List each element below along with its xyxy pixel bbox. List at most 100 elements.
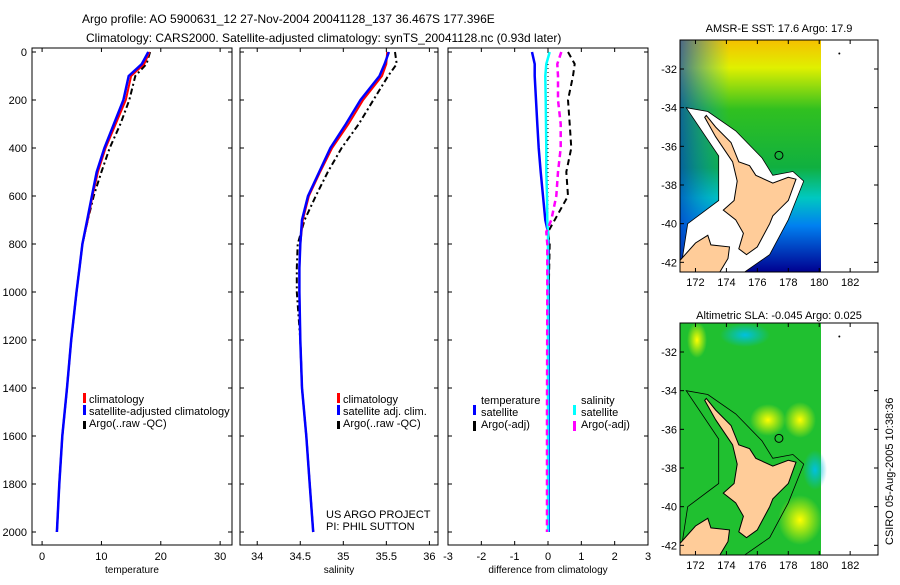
- lat-tick-label: -38: [661, 463, 677, 475]
- x-tick-label: 2: [612, 551, 618, 563]
- map-frame: [679, 322, 879, 556]
- lon-tick-label: 176: [748, 277, 766, 289]
- legend-label: satellite adj. clim.: [343, 406, 427, 418]
- x-tick-label: 30: [214, 551, 226, 563]
- sla-high-blob: [784, 402, 816, 438]
- sla-low-blob: [803, 450, 827, 490]
- lat-tick-label: -34: [661, 103, 677, 115]
- x-axis-label: temperature: [105, 565, 159, 576]
- lon-tick-label: 172: [686, 560, 704, 572]
- legend-label: satellite: [581, 407, 618, 419]
- island-marker: [838, 52, 841, 55]
- lon-tick-label: 174: [717, 277, 735, 289]
- north-island-land: [704, 114, 797, 256]
- temperature-panel: 0 10 20 30 0 200 400 600 800 1000 1200 1400 1600 1800…: [3, 47, 233, 576]
- legend-label: climatology: [89, 394, 145, 406]
- legend-swatch: [473, 421, 476, 431]
- x-tick-label: 20: [155, 551, 167, 563]
- x-axis-label: salinity: [324, 565, 355, 576]
- x-tick-label: 36: [423, 551, 435, 563]
- legend-swatch: [573, 421, 576, 431]
- sst-map-axes: 172 174 176 178 180 182 -32 -34 -36 -38 -40 -42: [661, 39, 879, 289]
- y-tick-label: 200: [9, 95, 27, 107]
- south-island-land: [680, 234, 731, 272]
- y-tick-label: 400: [9, 143, 27, 155]
- legend-swatch-argo: [83, 421, 86, 429]
- legend-label: Argo(-adj): [581, 419, 630, 431]
- lat-tick-label: -42: [661, 540, 677, 552]
- x-axis-label: difference from climatology: [488, 565, 607, 576]
- lon-tick-label: 176: [748, 560, 766, 572]
- x-tick-label: 35: [337, 551, 349, 563]
- difference-panel: -3 -2 -1 0 1 2 3 difference from climatology: [443, 47, 651, 576]
- series-line-satellite-adjusted-climatology: [55, 51, 150, 533]
- y-tick-label: 1000: [3, 287, 27, 299]
- project-label: US ARGO PROJECT: [326, 509, 431, 521]
- legend-label: Argo(-adj): [481, 419, 530, 431]
- sla-map-axes: 172 174 176 178 180 182 -32 -34 -36 -38 -40 -42: [661, 322, 879, 572]
- map-frame: [679, 39, 879, 273]
- lat-tick-label: -34: [661, 386, 677, 398]
- shelf-contour: [680, 390, 805, 555]
- sla-high-blob: [687, 323, 707, 358]
- sla-high-blob: [750, 404, 786, 436]
- y-tick-label: 800: [9, 239, 27, 251]
- y-tick-label: 1200: [3, 335, 27, 347]
- lon-tick-label: 180: [810, 277, 828, 289]
- sla-high-blob: [778, 495, 822, 545]
- series-line-salinity-argo-adj-: [545, 51, 563, 532]
- legend-label: satellite-adjusted climatology: [89, 406, 230, 418]
- lon-tick-label: 178: [779, 560, 797, 572]
- legend-title-temperature: temperature: [481, 395, 540, 407]
- y-tick-label: 600: [9, 191, 27, 203]
- plot-frame: [31, 47, 233, 546]
- legend-swatch-climatology: [83, 393, 86, 403]
- legend-label: Argo(..raw -QC): [89, 418, 167, 430]
- sla-low-blob: [720, 323, 770, 347]
- sst-map: [680, 40, 841, 272]
- legend-swatch: [573, 405, 576, 415]
- x-tick-label: 10: [95, 551, 107, 563]
- y-tick-label: 0: [21, 47, 27, 59]
- lon-tick-label: 182: [841, 560, 859, 572]
- legend-label: climatology: [343, 394, 399, 406]
- legend-swatch-argo: [337, 421, 340, 429]
- x-tick-label: 34.5: [290, 551, 311, 563]
- x-tick-label: -1: [510, 551, 520, 563]
- lon-tick-label: 178: [779, 277, 797, 289]
- pi-label: PI: PHIL SUTTON: [326, 521, 415, 533]
- sla-map: [680, 323, 841, 555]
- legend-swatch-satellite: [337, 405, 340, 415]
- y-tick-label: 1400: [3, 383, 27, 395]
- lat-tick-label: -32: [661, 64, 677, 76]
- argo-position-marker: [774, 433, 784, 443]
- lon-tick-label: 180: [810, 560, 828, 572]
- y-tick-label: 1800: [3, 479, 27, 491]
- x-tick-label: 3: [645, 551, 651, 563]
- lon-tick-label: 174: [717, 560, 735, 572]
- salinity-legend: climatology satellite adj. clim. Argo(..…: [337, 393, 427, 430]
- y-tick-label: 2000: [3, 527, 27, 539]
- lat-tick-label: -36: [661, 141, 677, 153]
- x-tick-label: 34: [251, 551, 263, 563]
- south-island-land: [680, 517, 731, 555]
- legend-swatch-satellite: [83, 405, 86, 415]
- legend-label: satellite: [481, 407, 518, 419]
- x-tick-label: 0: [545, 551, 551, 563]
- x-tick-label: 1: [578, 551, 584, 563]
- title-line1: Argo profile: AO 5900631_12 27-Nov-2004 …: [82, 12, 495, 26]
- series-line-satellite-adj-clim-: [298, 51, 391, 533]
- x-tick-label: -3: [443, 551, 453, 563]
- y-tick-label: 1600: [3, 431, 27, 443]
- title-line2: Climatology: CARS2000. Satellite-adjuste…: [86, 31, 561, 45]
- temperature-legend: climatology satellite-adjusted climatolo…: [83, 393, 230, 430]
- legend-swatch: [473, 405, 476, 415]
- sla-map-title: Altimetric SLA: -0.045 Argo: 0.025: [696, 310, 862, 322]
- north-island-land: [704, 397, 797, 539]
- legend-label: Argo(..raw -QC): [343, 418, 421, 430]
- island-marker: [838, 335, 841, 338]
- difference-legend: temperature satellite Argo(-adj) salinit…: [473, 395, 630, 431]
- x-tick-label: -2: [476, 551, 486, 563]
- x-tick-label: 35.5: [376, 551, 397, 563]
